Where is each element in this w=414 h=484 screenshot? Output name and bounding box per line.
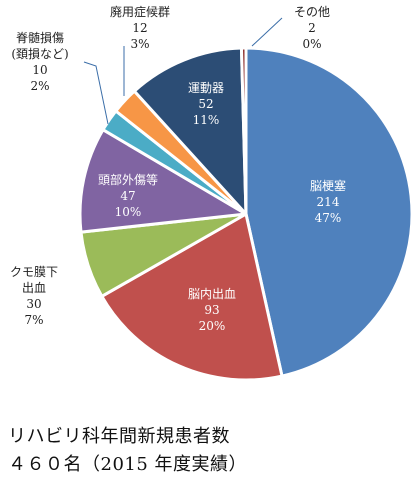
data-label-head-injury: 頭部外傷等 47 10% [98,172,158,219]
data-label-cerebral-infarction: 脳梗塞 214 47% [310,178,346,225]
data-label-subarachnoid-hemorrhage: クモ膜下出血 30 7% [10,265,58,327]
leader-line-other [251,17,283,47]
pie-slice-intracerebral-hemorrhage [100,212,284,382]
pie-slice-other [239,46,248,216]
caption-title: リハビリ科年間新規患者数 [8,426,230,447]
pie-chart: 脳梗塞 214 47% 脳内出血 93 20% クモ膜下出血 30 7% 頭部外傷等 47 10% 脊髄… [10,4,414,382]
data-label-intracerebral-hemorrhage: 脳内出血 93 20% [188,287,236,333]
data-label-spinal-cord-injury: 脊髄損傷(頚損など) 10 2% [11,30,68,93]
pie-slice-head-injury [78,128,248,234]
pie-slice-musculoskeletal [132,46,248,216]
data-label-musculoskeletal: 運動器 52 11% [188,81,224,127]
leader-line-spinal-cord-injury [83,61,109,125]
data-label-disuse-syndrome: 廃用症候群 12 3% [110,4,170,51]
pie-slice-cerebral-infarction [244,46,414,378]
data-label-other: その他 2 0% [294,5,330,51]
caption-total: ４６０名（2015 年度実績） [8,454,248,475]
